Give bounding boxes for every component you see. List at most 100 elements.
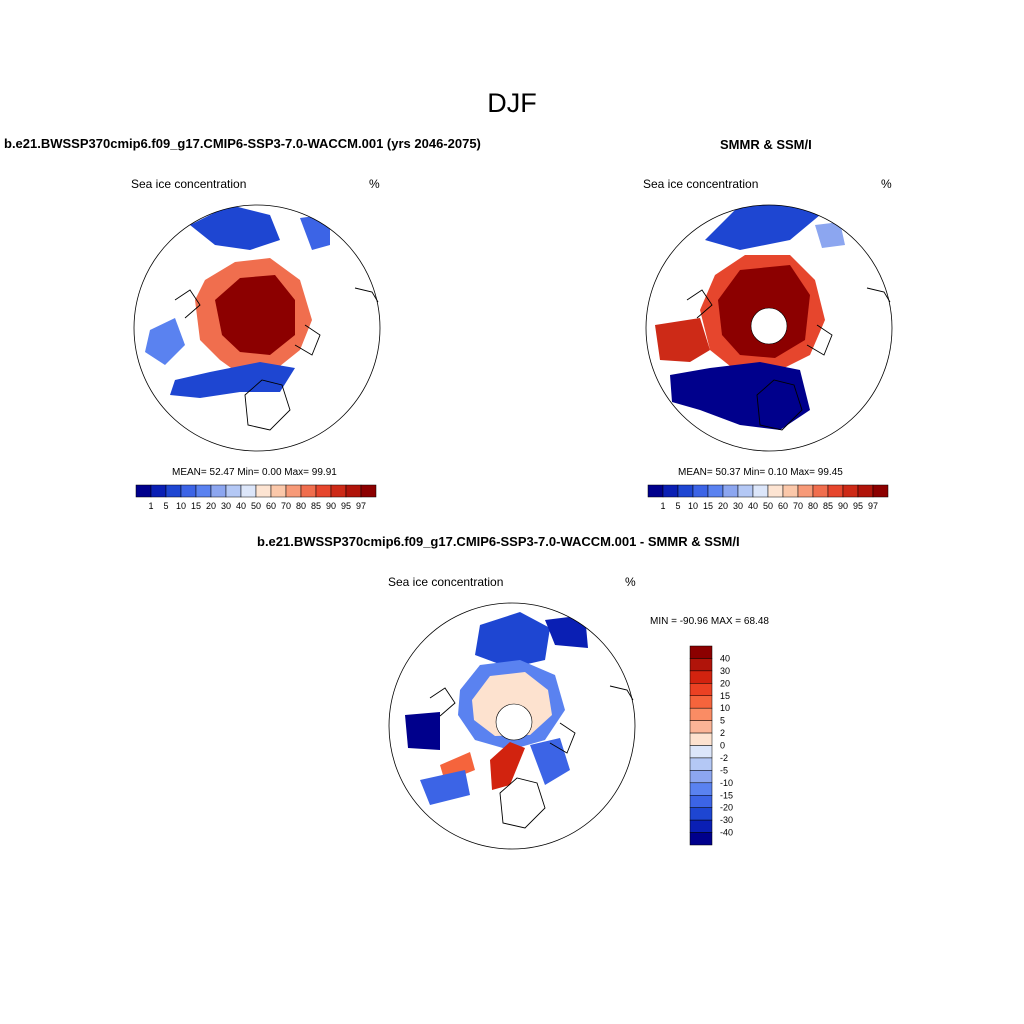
model-labrador-ice [145,318,185,365]
model-colorbar-tick-label: 40 [236,501,246,511]
obs-colorbar-tick-label: 50 [763,501,773,511]
obs-colorbar-swatch-12 [827,484,844,498]
diff-colorbar-tick-label: 15 [720,691,730,701]
obs-colorbar-swatch-3 [692,484,709,498]
diff-colorbar-swatch-13 [689,807,713,821]
diff-colorbar-swatch-0 [689,645,713,659]
obs-bering-ice [815,222,845,248]
diff-colorbar-tick-label: -5 [720,765,728,775]
model-panel-title: b.e21.BWSSP370cmip6.f09_g17.CMIP6-SSP3-7… [4,136,481,151]
obs-colorbar-tick-label: 10 [688,501,698,511]
obs-panel-title: SMMR & SSM/I [720,137,812,152]
obs-stats: MEAN= 50.37 Min= 0.10 Max= 99.45 [678,467,843,478]
diff-panel-title: b.e21.BWSSP370cmip6.f09_g17.CMIP6-SSP3-7… [257,534,740,549]
model-coast-alaska [354,287,379,303]
diff-coast-scandinavia [549,722,576,754]
model-colorbar-swatch-6 [225,484,242,498]
model-variable-label: Sea ice concentration [131,177,247,191]
obs-colorbar-tick-label: 40 [748,501,758,511]
obs-colorbar-tick-label: 5 [675,501,680,511]
diff-colorbar-swatch-4 [689,695,713,709]
model-colorbar-tick-label: 80 [296,501,306,511]
diff-greenland-positive [490,742,525,790]
obs-colorbar-swatch-4 [707,484,724,498]
diff-colorbar-tick-label: -2 [720,753,728,763]
diff-coast-greenland [499,777,546,829]
model-map-boundary [133,204,381,452]
diff-pacific-band [475,612,550,668]
diff-colorbar-tick-label: 20 [720,678,730,688]
diff-pole-hole [495,703,533,741]
model-colorbar-swatch-9 [270,484,287,498]
model-colorbar-tick-label: 60 [266,501,276,511]
model-colorbar-tick-label: 95 [341,501,351,511]
model-colorbar-swatch-12 [315,484,332,498]
diff-map-boundary [388,602,636,850]
diff-colorbar-tick-label: 40 [720,653,730,663]
model-colorbar-swatch-14 [345,484,362,498]
obs-coast-canada [686,289,713,319]
diff-barents-negative [530,738,570,785]
diff-colorbar-swatch-11 [689,782,713,796]
obs-colorbar-swatch-1 [662,484,679,498]
model-colorbar-swatch-5 [210,484,227,498]
model-colorbar-swatch-8 [255,484,272,498]
diff-colorbar-swatch-5 [689,707,713,721]
diff-colorbar-swatch-2 [689,670,713,684]
diff-colorbar-swatch-10 [689,770,713,784]
model-coast-greenland [244,379,291,431]
model-colorbar-swatch-1 [150,484,167,498]
diff-colorbar-tick-label: 10 [720,703,730,713]
diff-map [388,602,636,850]
obs-hudson-ice [655,318,710,362]
model-map [133,204,381,452]
model-coast-canada [174,289,201,319]
model-colorbar-tick-label: 97 [356,501,366,511]
model-stats: MEAN= 52.47 Min= 0.00 Max= 99.91 [172,467,337,478]
obs-coast-alaska [866,287,891,303]
diff-variable-label: Sea ice concentration [388,575,504,589]
figure-title: DJF [487,88,537,118]
obs-colorbar-swatch-13 [842,484,859,498]
model-pacific-ice [190,205,280,250]
model-colorbar-tick-label: 5 [163,501,168,511]
obs-colorbar-tick-label: 20 [718,501,728,511]
diff-colorbar-swatch-9 [689,757,713,771]
diff-colorbar-tick-label: -40 [720,828,733,838]
obs-colorbar-tick-label: 70 [793,501,803,511]
model-colorbar: 1 5 10 15 20 30 40 50 60 70 80 85 90 95 97 [135,484,377,511]
obs-colorbar-swatch-8 [767,484,784,498]
obs-colorbar: 1 5 10 15 20 30 40 50 60 70 80 85 90 95 97 [647,484,889,511]
diff-colorbar-tick-label: 2 [720,728,725,738]
diff-colorbar-tick-label: -10 [720,778,733,788]
obs-colorbar-swatch-2 [677,484,694,498]
model-colorbar-tick-label: 15 [191,501,201,511]
diff-colorbar-swatch-3 [689,683,713,696]
obs-variable-label: Sea ice concentration [643,177,759,191]
obs-colorbar-tick-label: 30 [733,501,743,511]
diff-hudson-band [405,712,440,750]
model-colorbar-swatch-3 [180,484,197,498]
model-colorbar-swatch-7 [240,484,257,498]
obs-colorbar-swatch-9 [782,484,799,498]
obs-pole-hole [750,307,788,345]
obs-colorbar-tick-label: 15 [703,501,713,511]
diff-units-label: % [625,575,636,589]
model-colorbar-tick-label: 50 [251,501,261,511]
diff-coast-canada [429,687,456,717]
obs-units-label: % [881,177,892,191]
model-arctic-ice-core [215,275,295,355]
model-colorbar-tick-label: 85 [311,501,321,511]
obs-colorbar-tick-label: 1 [660,501,665,511]
obs-coast-scandinavia [806,324,833,356]
diff-colorbar-tick-label: -15 [720,790,733,800]
obs-colorbar-swatch-10 [797,484,814,498]
model-units-label: % [369,177,380,191]
diff-atlantic-band [420,770,470,805]
diff-colorbar-swatch-7 [689,732,713,746]
diff-colorbar-tick-label: -20 [720,803,733,813]
model-colorbar-tick-label: 1 [148,501,153,511]
obs-atlantic-ice [670,362,810,430]
